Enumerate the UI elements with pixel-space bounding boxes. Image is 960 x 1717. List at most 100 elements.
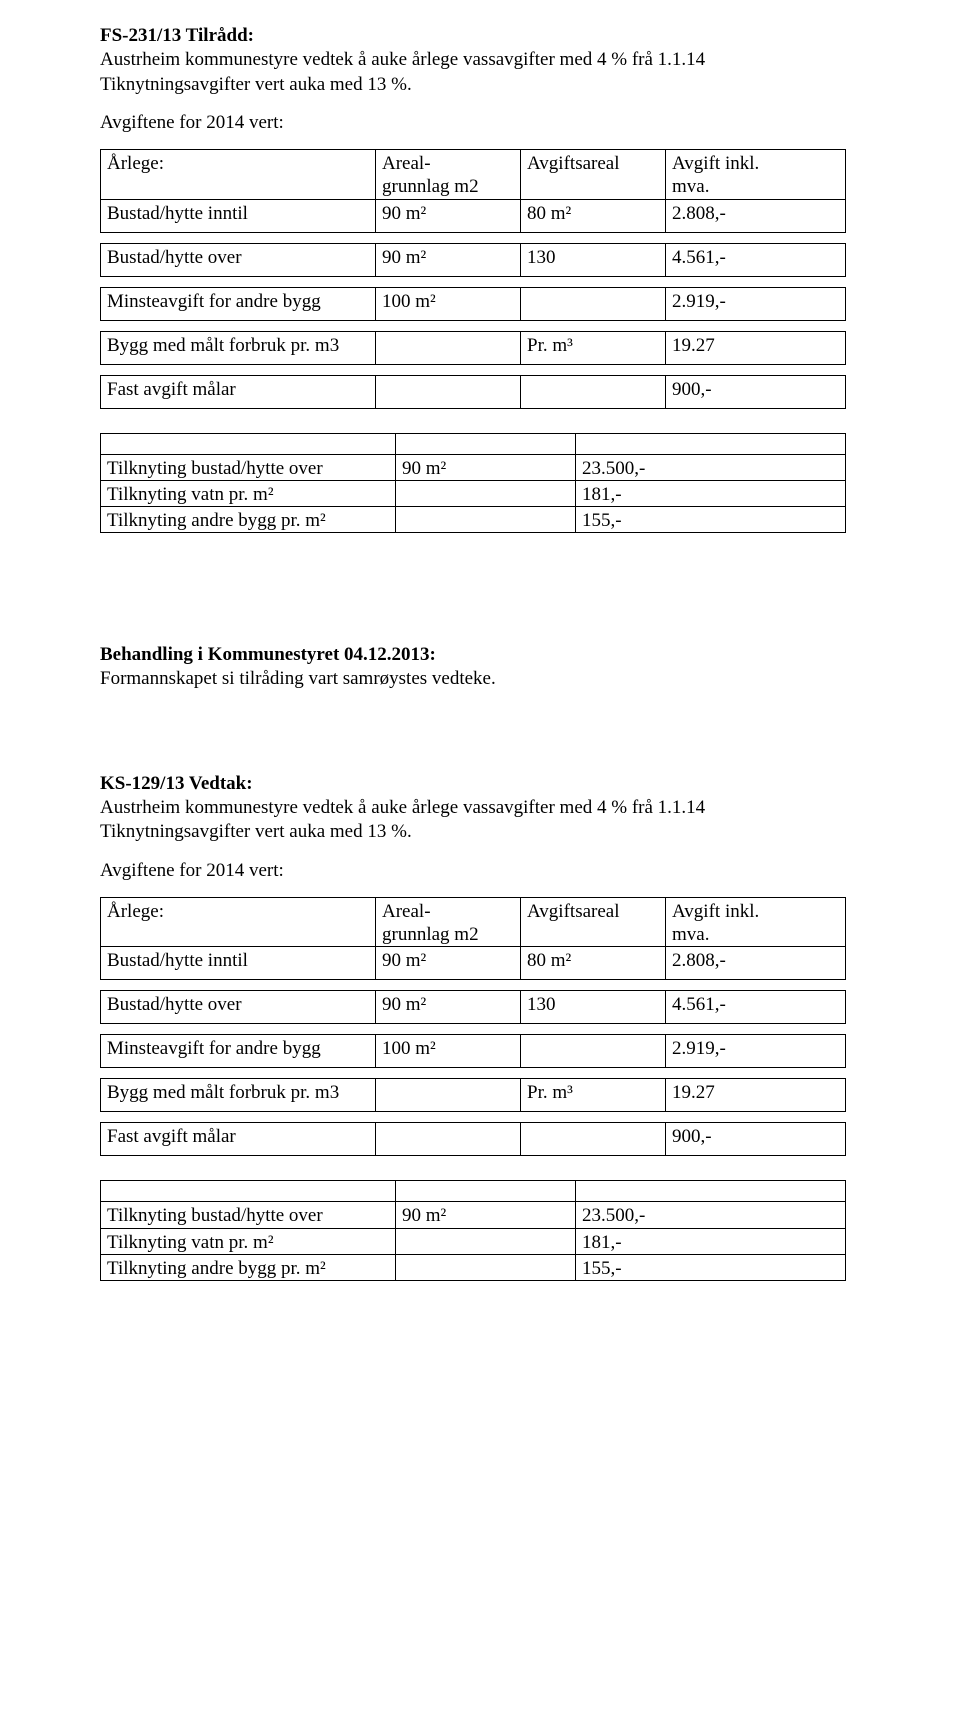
cell-basis: 90 m² <box>376 199 521 232</box>
blank-cell <box>101 1181 396 1202</box>
cell-amount: 19.27 <box>666 1079 846 1112</box>
cell-area <box>521 287 666 320</box>
cell-amount: 23.500,- <box>576 1202 846 1228</box>
table-row: Bustad/hytte over 90 m² 130 4.561,- <box>101 243 846 276</box>
cell-label: Fast avgift målar <box>101 1123 376 1156</box>
cell-basis: 90 m² <box>396 454 576 480</box>
cell-area: 130 <box>521 991 666 1024</box>
cell-basis: 90 m² <box>376 991 521 1024</box>
cell-basis: 90 m² <box>376 243 521 276</box>
cell-label: Minsteavgift for andre bygg <box>101 1035 376 1068</box>
col-header-label: Årlege: <box>101 150 376 199</box>
table-row: Bustad/hytte inntil 90 m² 80 m² 2.808,- <box>101 199 846 232</box>
cell-label: Tilknyting bustad/hytte over <box>101 1202 396 1228</box>
table-row: Minsteavgift for andre bygg 100 m² 2.919… <box>101 1035 846 1068</box>
cell-basis: 90 m² <box>376 947 521 980</box>
cell-label: Tilknyting vatn pr. m² <box>101 480 396 506</box>
tilknyting-table: Tilknyting bustad/hytte over 90 m² 23.50… <box>100 433 846 534</box>
col-header-area: Avgiftsareal <box>521 897 666 946</box>
cell-amount: 181,- <box>576 480 846 506</box>
cell-amount: 4.561,- <box>666 991 846 1024</box>
cell-amount: 181,- <box>576 1228 846 1254</box>
col-header-label: Årlege: <box>101 897 376 946</box>
blank-cell <box>576 433 846 454</box>
cell-amount: 155,- <box>576 506 846 532</box>
col-header-basis: Areal- grunnlag m2 <box>376 897 521 946</box>
table-header-row: Årlege: Areal- grunnlag m2 Avgiftsareal … <box>101 897 846 946</box>
col-header-amount: Avgift inkl. mva. <box>666 897 846 946</box>
cell-basis <box>396 506 576 532</box>
cell-amount: 4.561,- <box>666 243 846 276</box>
cell-basis: 100 m² <box>376 287 521 320</box>
table-row: Tilknyting andre bygg pr. m² 155,- <box>101 1254 846 1280</box>
cell-amount: 2.808,- <box>666 199 846 232</box>
cell-basis <box>376 375 521 408</box>
t2-header-blank <box>101 433 846 454</box>
cell-area: 80 m² <box>521 947 666 980</box>
table-row: Minsteavgift for andre bygg 100 m² 2.919… <box>101 287 846 320</box>
table-row: Fast avgift målar 900,- <box>101 1123 846 1156</box>
tilknyting-table-2: Tilknyting bustad/hytte over 90 m² 23.50… <box>100 1180 846 1281</box>
col-header-basis: Areal- grunnlag m2 <box>376 150 521 199</box>
fs-heading: FS-231/13 Tilrådd: <box>100 24 870 48</box>
blank-cell <box>576 1181 846 1202</box>
cell-basis <box>376 1079 521 1112</box>
behandling-text: Formannskapet si tilråding vart samrøyst… <box>100 667 870 691</box>
cell-label: Bustad/hytte inntil <box>101 947 376 980</box>
cell-label: Minsteavgift for andre bygg <box>101 287 376 320</box>
cell-amount: 2.808,- <box>666 947 846 980</box>
table-row: Tilknyting bustad/hytte over 90 m² 23.50… <box>101 1202 846 1228</box>
cell-basis: 100 m² <box>376 1035 521 1068</box>
cell-label: Bustad/hytte inntil <box>101 199 376 232</box>
document-page: FS-231/13 Tilrådd: Austrheim kommunestyr… <box>0 0 960 1717</box>
table-row: Tilknyting vatn pr. m² 181,- <box>101 1228 846 1254</box>
blank-cell <box>396 1181 576 1202</box>
table-row: Bustad/hytte over 90 m² 130 4.561,- <box>101 991 846 1024</box>
cell-label: Tilknyting andre bygg pr. m² <box>101 506 396 532</box>
blank-cell <box>396 433 576 454</box>
behandling-title: Behandling i Kommunestyret 04.12.2013: <box>100 643 870 667</box>
table-row: Bygg med målt forbruk pr. m3 Pr. m³ 19.2… <box>101 331 846 364</box>
table-row: Tilknyting andre bygg pr. m² 155,- <box>101 506 846 532</box>
cell-basis <box>376 331 521 364</box>
cell-amount: 19.27 <box>666 331 846 364</box>
cell-basis <box>376 1123 521 1156</box>
cell-amount: 23.500,- <box>576 454 846 480</box>
cell-area <box>521 1035 666 1068</box>
cell-label: Tilknyting bustad/hytte over <box>101 454 396 480</box>
cell-amount: 900,- <box>666 1123 846 1156</box>
cell-amount: 2.919,- <box>666 287 846 320</box>
table-row: Tilknyting vatn pr. m² 181,- <box>101 480 846 506</box>
ks-heading: KS-129/13 Vedtak: <box>100 772 870 796</box>
col-header-amount: Avgift inkl. mva. <box>666 150 846 199</box>
ks-line1: Austrheim kommunestyre vedtek å auke årl… <box>100 796 870 820</box>
fs-line1: Austrheim kommunestyre vedtek å auke årl… <box>100 48 870 72</box>
cell-basis <box>396 480 576 506</box>
cell-label: Bustad/hytte over <box>101 991 376 1024</box>
cell-label: Bustad/hytte over <box>101 243 376 276</box>
table-row: Fast avgift målar 900,- <box>101 375 846 408</box>
fs-subtitle: Avgiftene for 2014 vert: <box>100 111 870 135</box>
fs-line2: Tiknytningsavgifter vert auka med 13 %. <box>100 73 870 97</box>
table-row: Tilknyting bustad/hytte over 90 m² 23.50… <box>101 454 846 480</box>
cell-area: Pr. m³ <box>521 1079 666 1112</box>
table-row: Bygg med målt forbruk pr. m3 Pr. m³ 19.2… <box>101 1079 846 1112</box>
table-row: Bustad/hytte inntil 90 m² 80 m² 2.808,- <box>101 947 846 980</box>
cell-area: Pr. m³ <box>521 331 666 364</box>
cell-area: 80 m² <box>521 199 666 232</box>
cell-area <box>521 1123 666 1156</box>
t2-header-blank <box>101 1181 846 1202</box>
cell-amount: 900,- <box>666 375 846 408</box>
cell-area <box>521 375 666 408</box>
blank-cell <box>101 433 396 454</box>
cell-label: Bygg med målt forbruk pr. m3 <box>101 1079 376 1112</box>
cell-label: Tilknyting andre bygg pr. m² <box>101 1254 396 1280</box>
cell-label: Bygg med målt forbruk pr. m3 <box>101 331 376 364</box>
cell-amount: 2.919,- <box>666 1035 846 1068</box>
cell-basis: 90 m² <box>396 1202 576 1228</box>
fees-table-2: Årlege: Areal- grunnlag m2 Avgiftsareal … <box>100 897 846 1156</box>
ks-subtitle: Avgiftene for 2014 vert: <box>100 859 870 883</box>
cell-label: Tilknyting vatn pr. m² <box>101 1228 396 1254</box>
cell-basis <box>396 1254 576 1280</box>
cell-label: Fast avgift målar <box>101 375 376 408</box>
